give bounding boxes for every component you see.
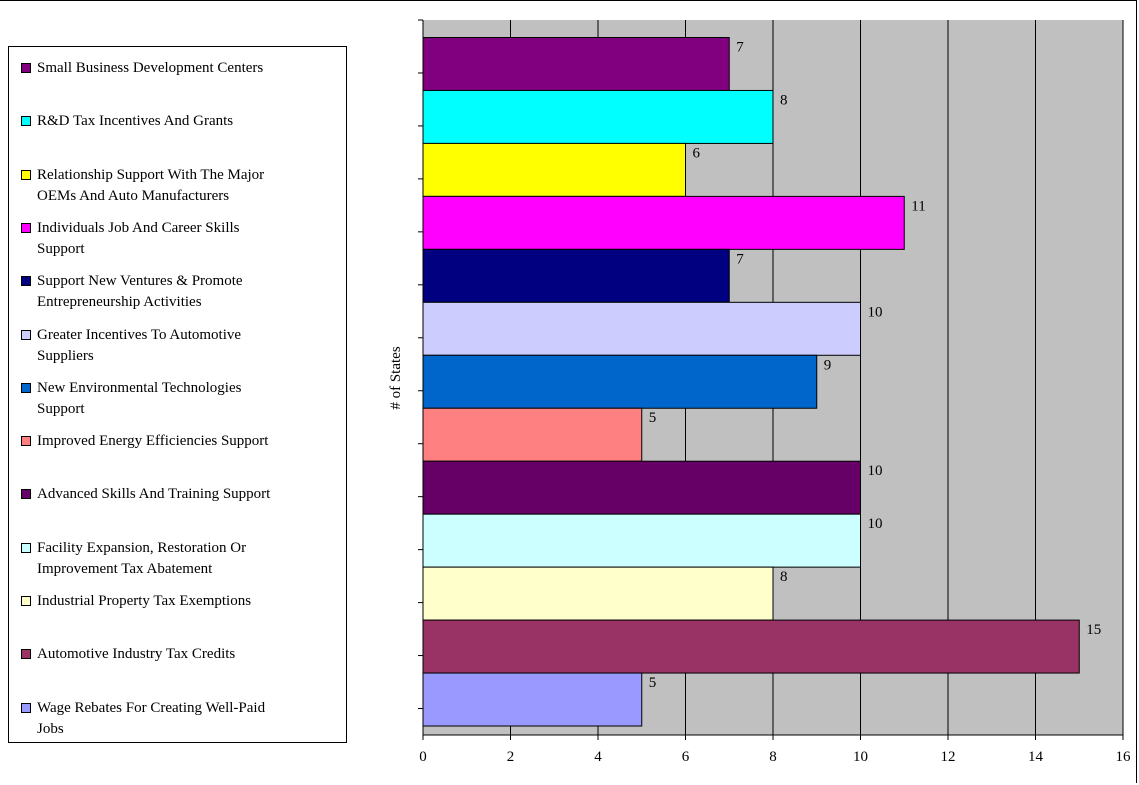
legend-item-8: Improved Energy Efficiencies Support: [21, 431, 343, 452]
legend-label-5-line-1: Support New Ventures & Promote: [37, 273, 243, 290]
legend-item-7: New Environmental Technologies Support: [21, 378, 343, 420]
legend-swatch-8: [21, 436, 31, 447]
legend-label-5-line-2: Entrepreneurship Activities: [37, 294, 202, 311]
x-tick-label-3: 6: [682, 749, 690, 765]
legend-label-6-line-2: Suppliers: [37, 347, 94, 364]
legend-label-6-line-1: Greater Incentives To Automotive: [37, 326, 242, 343]
bar-10: [422, 513, 861, 568]
legend-label-3-line-1: Relationship Support With The Major: [37, 166, 265, 183]
chart-legend: Small Business Development Centers R&D Ta…: [8, 46, 347, 743]
legend-swatch-4: [21, 222, 31, 233]
legend-label-1-line-1: Small Business Development Centers: [37, 60, 264, 76]
legend-item-5: Support New Ventures & Promote Entreprene…: [21, 271, 343, 313]
legend-swatch-13: [21, 702, 31, 713]
legend-label-11-line-1: Industrial Property Tax Exemptions: [37, 593, 252, 609]
legend-label-4-line-1: Individuals Job And Career Skills: [37, 219, 240, 236]
bar-13: [422, 672, 643, 727]
x-tick-label-2: 4: [594, 749, 602, 765]
legend-item-1: Small Business Development Centers: [21, 58, 343, 79]
legend-item-3: Relationship Support With The Major OEMs …: [21, 165, 343, 207]
bar-9: [422, 460, 861, 515]
legend-swatch-1: [21, 63, 31, 73]
legend-item-9: Advanced Skills And Training Support: [21, 484, 343, 505]
legend-item-6: Greater Incentives To Automotive Supplier…: [21, 325, 343, 367]
legend-swatch-6: [21, 329, 31, 340]
legend-item-10: Facility Expansion, Restoration Or Improv…: [21, 538, 343, 580]
bar-5: [422, 248, 730, 303]
bar-8: [422, 407, 643, 462]
legend-label-8-line-1: Improved Energy Efficiencies Support: [37, 433, 269, 450]
x-tick-label-1: 2: [507, 749, 515, 765]
bar-value-label-4: 11: [911, 198, 925, 214]
legend-label-13-line-1: Wage Rebates For Creating Well-Paid: [37, 699, 266, 716]
legend-swatch-11: [21, 596, 31, 606]
legend-label-4-line-2: Support: [37, 240, 85, 257]
legend-label-12-line-1: Automotive Industry Tax Credits: [37, 646, 236, 663]
legend-item-2: R&D Tax Incentives And Grants: [21, 111, 343, 132]
legend-swatch-7: [21, 382, 31, 393]
bar-value-label-10: 10: [868, 516, 883, 532]
bar-1: [422, 37, 730, 91]
bar-value-label-1: 7: [736, 40, 744, 56]
legend-swatch-9: [21, 489, 31, 500]
bar-value-label-9: 10: [868, 463, 883, 479]
bar-value-label-7: 9: [824, 357, 832, 373]
bar-value-label-6: 10: [868, 304, 883, 320]
x-tick-label-7: 14: [1028, 749, 1044, 765]
legend-swatch-5: [21, 276, 31, 287]
bar-4: [422, 195, 905, 250]
x-tick-label-6: 12: [941, 749, 956, 765]
bar-2: [422, 89, 774, 144]
bar-value-label-12: 15: [1086, 622, 1101, 638]
legend-item-11: Industrial Property Tax Exemptions: [21, 591, 343, 612]
bar-12: [422, 619, 1080, 674]
legend-label-3-line-2: OEMs And Auto Manufacturers: [37, 187, 230, 204]
bar-6: [422, 301, 861, 356]
bar-value-label-11: 8: [780, 569, 788, 585]
legend-swatch-10: [21, 542, 31, 553]
x-tick-label-8: 16: [1116, 749, 1132, 765]
bar-value-label-5: 7: [736, 251, 744, 267]
legend-swatch-12: [21, 649, 31, 660]
bar-value-label-13: 5: [649, 675, 657, 691]
x-tick-label-0: 0: [419, 749, 427, 765]
legend-label-13-line-2: Jobs: [37, 720, 64, 737]
legend-label-2-line-1: R&D Tax Incentives And Grants: [37, 113, 234, 130]
bar-value-label-2: 8: [780, 92, 788, 108]
x-tick-label-4: 8: [769, 749, 777, 765]
bar-11: [422, 566, 774, 621]
bar-value-label-8: 5: [649, 410, 657, 426]
legend-item-4: Individuals Job And Career Skills Support: [21, 218, 343, 260]
legend-label-7-line-1: New Environmental Technologies: [37, 379, 242, 396]
legend-swatch-2: [21, 116, 31, 127]
legend-label-7-line-2: Support: [37, 400, 85, 417]
bar-value-label-3: 6: [693, 145, 701, 161]
bar-3: [422, 142, 686, 197]
legend-item-12: Automotive Industry Tax Credits: [21, 644, 343, 665]
legend-label-10-line-1: Facility Expansion, Restoration Or: [37, 539, 247, 556]
bar-7: [422, 354, 818, 409]
x-tick-label-5: 10: [853, 749, 868, 765]
legend-label-10-line-2: Improvement Tax Abatement: [37, 560, 213, 577]
legend-label-9-line-1: Advanced Skills And Training Support: [37, 486, 271, 503]
y-axis-title: # of States: [388, 346, 404, 409]
legend-item-13: Wage Rebates For Creating Well-Paid Jobs: [21, 698, 343, 740]
legend-swatch-3: [21, 169, 31, 180]
